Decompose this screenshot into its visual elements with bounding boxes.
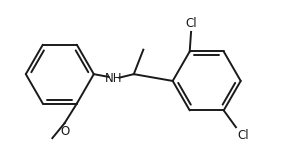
Text: Cl: Cl: [185, 17, 197, 30]
Text: NH: NH: [105, 72, 122, 85]
Text: O: O: [60, 125, 69, 138]
Text: Cl: Cl: [237, 129, 249, 142]
